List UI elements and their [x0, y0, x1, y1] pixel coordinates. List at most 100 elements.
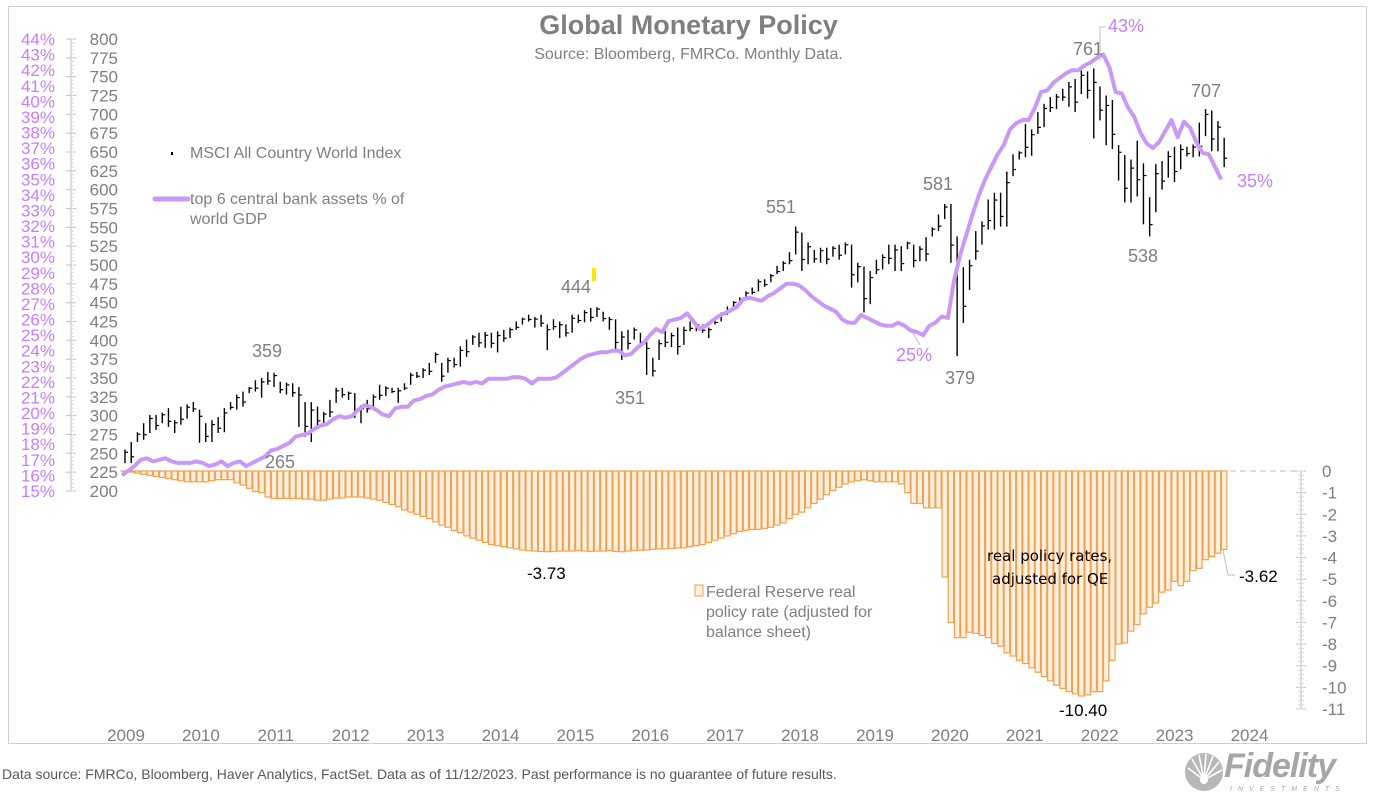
fed-rate-bar — [358, 471, 363, 497]
fed-rate-bar — [514, 471, 519, 549]
fidelity-logo: Fidelity INVESTMENTS — [1182, 748, 1372, 793]
right-axis-tick-label: -8 — [1322, 635, 1337, 654]
index-axis-tick-label: 275 — [90, 426, 118, 445]
fed-rate-bar — [1147, 471, 1152, 607]
fed-rate-bar — [582, 471, 587, 551]
fed-rate-bar — [650, 471, 655, 549]
fed-rate-bar — [725, 471, 730, 536]
fed-rate-bar — [1203, 471, 1208, 560]
annotation-707: 707 — [1191, 81, 1221, 101]
qe-note-line1: real policy rates, — [987, 547, 1112, 565]
pct-axis-tick-label: 15% — [21, 482, 55, 501]
fed-rate-bar — [917, 471, 922, 503]
fed-rate-bar — [290, 471, 295, 498]
fed-rate-bar — [576, 471, 581, 551]
fed-rate-bar — [377, 471, 382, 500]
fed-rate-bar — [396, 471, 401, 507]
fed-rate-bar — [700, 471, 705, 545]
fed-rate-bar — [861, 471, 866, 480]
fed-rate-bar — [470, 471, 475, 538]
index-axis-tick-label: 425 — [90, 313, 118, 332]
index-axis-tick-label: 650 — [90, 143, 118, 162]
logo-wordmark: Fidelity — [1224, 748, 1335, 784]
fed-rate-bar — [569, 471, 574, 551]
fed-rate-bar — [333, 471, 338, 498]
fed-rate-bar — [855, 471, 860, 481]
fed-rate-bar — [1184, 471, 1189, 581]
fed-rate-bar — [352, 471, 357, 497]
fed-rate-bar — [284, 471, 289, 498]
right-axis-tick-label: -11 — [1322, 700, 1345, 719]
fed-rate-bar — [172, 471, 177, 480]
fed-rate-bar — [818, 471, 823, 499]
legend-cb-assets: top 6 central bank assets % of world GDP — [190, 190, 420, 230]
fed-rate-bar — [315, 471, 320, 500]
fed-rate-bar — [762, 471, 767, 528]
fed-rate-bar — [594, 471, 599, 551]
fed-rate-bar — [501, 471, 506, 547]
fed-rate-bar — [135, 471, 140, 473]
fed-rate-bar — [166, 471, 171, 479]
annotation-35pct: 35% — [1237, 171, 1273, 191]
x-axis-tick-label: 2015 — [556, 726, 594, 745]
fed-rate-bar — [923, 471, 928, 508]
right-axis-tick-label: -9 — [1322, 657, 1337, 676]
fed-rate-bar — [222, 471, 227, 480]
annotation-581: 581 — [923, 174, 953, 194]
legend-fed-rate-label: Federal Reserve real policy rate (adjust… — [706, 584, 872, 641]
fed-rate-bar — [278, 471, 283, 498]
fed-rate-bar — [414, 471, 419, 514]
fed-rate-bar — [1110, 471, 1115, 660]
x-axis-tick-label: 2014 — [482, 726, 520, 745]
fed-rate-bar — [687, 471, 692, 547]
right-axis-tick-label: 0 — [1322, 462, 1331, 481]
x-axis-tick-label: 2018 — [781, 726, 819, 745]
fed-rate-bar — [731, 471, 736, 534]
right-axis-tick-label: -7 — [1322, 613, 1337, 632]
fed-rate-bar — [1215, 471, 1220, 553]
fed-rate-bar — [327, 471, 332, 499]
fed-rate-bar — [799, 471, 804, 512]
fed-rate-bar — [532, 471, 537, 551]
fed-rate-bar — [445, 471, 450, 527]
annotation-379: 379 — [945, 368, 975, 388]
x-axis-tick-label: 2012 — [332, 726, 370, 745]
fed-rate-bar — [681, 471, 686, 548]
logo-subtext: INVESTMENTS — [1230, 786, 1346, 793]
fed-rate-bar — [892, 471, 897, 482]
annotation-444: 444 — [561, 277, 591, 297]
x-axis-tick-label: 2019 — [856, 726, 894, 745]
fed-rate-bar — [495, 471, 500, 546]
fed-rate-bar — [383, 471, 388, 502]
fed-rate-bar — [750, 471, 755, 529]
index-axis-tick-label: 500 — [90, 256, 118, 275]
index-axis-tick-label: 675 — [90, 124, 118, 143]
fed-rate-bar — [874, 471, 879, 482]
fed-rate-bar — [663, 471, 668, 549]
legend-fed-rate-marker — [695, 585, 703, 596]
fed-rate-bar — [234, 471, 239, 483]
fed-rate-bar — [389, 471, 394, 505]
fed-rate-bar — [836, 471, 841, 487]
fed-rate-bar — [271, 471, 276, 498]
fed-rate-bar — [364, 471, 369, 498]
index-axis-tick-label: 475 — [90, 275, 118, 294]
fed-rate-bar — [656, 471, 661, 549]
fed-rate-bar — [886, 471, 891, 482]
fed-rate-bar — [942, 471, 947, 577]
fed-rate-bar — [1135, 471, 1140, 625]
fed-rate-bar — [911, 471, 916, 503]
right-axis-tick-label: -2 — [1322, 505, 1337, 524]
fed-rate-bar — [979, 471, 984, 635]
x-axis-tick-label: 2022 — [1081, 726, 1119, 745]
x-axis-tick-label: 2023 — [1156, 726, 1194, 745]
fed-rate-bar — [228, 471, 233, 480]
fed-rate-bar — [309, 471, 314, 499]
fed-rate-bar — [1221, 471, 1226, 549]
fed-rate-bar — [880, 471, 885, 482]
fed-rate-bar — [1017, 471, 1022, 660]
fed-rate-bar — [408, 471, 413, 512]
fed-rate-bar — [868, 471, 873, 481]
footer-disclaimer: Data source: FMRCo, Bloomberg, Haver Ana… — [2, 766, 837, 782]
